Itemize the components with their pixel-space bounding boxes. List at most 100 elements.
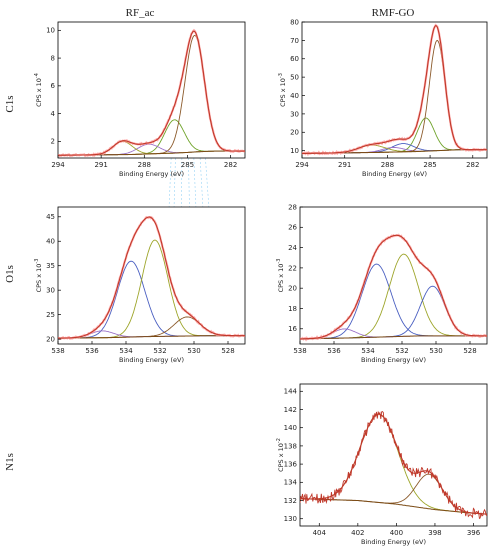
x-tick-label: 400 — [390, 529, 403, 537]
y-tick-label: 4 — [51, 110, 56, 118]
y-tick-label: 70 — [290, 37, 299, 45]
background-curve — [300, 335, 487, 340]
y-axis-exponent: -2 — [276, 438, 282, 443]
x-tick-label: 538 — [51, 347, 64, 355]
y-tick-label: 22 — [288, 264, 297, 272]
panel-c1s-rmf-go: 294 291 288 285 282 10 20 30 40 50 60 70 80 Binding E… — [278, 18, 488, 178]
panel-n1s-rmf-go: 404 402 400 398 396 130 132 134 136 138 140 142 144 B… — [276, 383, 488, 546]
y-tick-label: 10 — [290, 147, 299, 155]
y-axis-label: CPS x 10-3 — [276, 259, 285, 293]
x-tick-label: 530 — [187, 347, 200, 355]
y-tick-label: 8 — [51, 54, 55, 62]
row-label-o1s: O1s — [4, 265, 16, 283]
y-tick-label: 144 — [284, 388, 298, 396]
y-axis-exponent: -3 — [34, 259, 40, 264]
x-axis-label: Binding Energy (eV) — [119, 356, 184, 364]
y-tick-label: 2 — [51, 138, 55, 146]
y-tick-label: 142 — [284, 406, 297, 414]
y-axis-label: CPS x 10-3 — [34, 259, 43, 293]
x-axis-label: Binding Energy (eV) — [119, 170, 184, 178]
y-tick-label: 16 — [288, 325, 297, 333]
x-tick-label: 528 — [463, 347, 476, 355]
x-tick-label: 282 — [224, 161, 237, 169]
plot-frame — [57, 206, 246, 345]
x-tick-label: 538 — [293, 347, 306, 355]
plot-area — [58, 28, 245, 158]
y-tick-label: 30 — [46, 287, 55, 295]
x-tick-label: 285 — [423, 161, 436, 169]
x-tick-label: 291 — [94, 161, 107, 169]
x-tick-label: 396 — [467, 529, 481, 537]
row-label-n1s: N1s — [4, 453, 16, 471]
y-tick-label: 136 — [284, 461, 298, 469]
x-tick-label: 294 — [51, 161, 65, 169]
envelope-fit-curve — [300, 413, 487, 515]
y-tick-label: 25 — [46, 311, 55, 319]
envelope-fit-curve — [300, 234, 487, 340]
y-tick-label: 24 — [288, 244, 297, 252]
y-tick-label: 20 — [290, 129, 299, 137]
background-curve — [58, 335, 245, 339]
envelope-fit-curve — [58, 30, 245, 156]
plot-frame — [301, 21, 488, 159]
y-tick-label: 6 — [51, 82, 56, 90]
envelope-fit-curve — [58, 216, 245, 339]
y-tick-label: 28 — [288, 203, 297, 211]
x-tick-label: 404 — [313, 529, 327, 537]
x-tick-label: 282 — [466, 161, 479, 169]
column-title-rmf-go: RMF-GO — [372, 7, 415, 19]
y-axis-label: CPS x 10-3 — [278, 73, 287, 107]
y-tick-label: 10 — [46, 27, 55, 35]
raw-data-curve — [300, 410, 487, 520]
y-axis-exponent: -3 — [278, 73, 284, 78]
y-tick-label: 45 — [46, 213, 55, 221]
plot-area — [302, 23, 487, 157]
x-tick-label: 288 — [381, 161, 394, 169]
x-tick-label: 530 — [429, 347, 442, 355]
y-tick-label: 60 — [290, 55, 299, 63]
plot-frame — [299, 383, 488, 527]
plot-area — [300, 233, 487, 342]
plot-area — [58, 215, 245, 341]
x-axis-label: Binding Energy (eV) — [361, 538, 426, 546]
plot-area — [300, 410, 487, 520]
y-axis-label: CPS x 10-2 — [276, 438, 285, 472]
y-tick-label: 20 — [46, 336, 55, 344]
x-tick-label: 291 — [338, 161, 351, 169]
panel-o1s-rf-ac: 538 536 534 532 530 528 20 25 30 35 40 45 Binding En… — [34, 206, 246, 364]
y-tick-label: 50 — [290, 74, 299, 82]
y-axis-exponent: -3 — [276, 259, 282, 264]
plot-frame — [57, 21, 246, 159]
y-tick-label: 40 — [46, 238, 55, 246]
y-tick-label: 35 — [46, 262, 55, 270]
y-axis-label: CPS x 10-4 — [34, 73, 43, 107]
x-tick-label: 402 — [351, 529, 364, 537]
y-tick-label: 130 — [284, 515, 297, 523]
column-title-rf-ac: RF_ac — [126, 7, 155, 19]
x-axis-label: Binding Energy (eV) — [361, 356, 426, 364]
y-tick-label: 138 — [284, 442, 297, 450]
panel-o1s-rmf-go: 538 536 534 532 530 528 16 18 20 22 24 26 28 Binding … — [276, 203, 488, 364]
x-tick-label: 534 — [361, 347, 375, 355]
y-tick-label: 134 — [284, 479, 298, 487]
x-tick-label: 294 — [295, 161, 309, 169]
y-tick-label: 140 — [284, 424, 297, 432]
row-label-c1s: C1s — [4, 95, 16, 112]
y-tick-label: 40 — [290, 92, 299, 100]
y-tick-label: 20 — [288, 285, 297, 293]
x-tick-label: 534 — [119, 347, 133, 355]
envelope-fit-curve — [302, 24, 487, 154]
x-tick-label: 536 — [327, 347, 341, 355]
x-tick-label: 532 — [395, 347, 408, 355]
x-tick-label: 398 — [428, 529, 441, 537]
y-tick-label: 80 — [290, 18, 299, 26]
y-axis-exponent: -4 — [34, 73, 40, 78]
x-tick-label: 285 — [181, 161, 194, 169]
x-tick-label: 536 — [85, 347, 99, 355]
y-tick-label: 18 — [288, 305, 297, 313]
y-tick-label: 30 — [290, 110, 299, 118]
x-tick-label: 288 — [138, 161, 151, 169]
y-tick-label: 26 — [288, 224, 297, 232]
y-tick-label: 132 — [284, 497, 297, 505]
x-tick-label: 532 — [153, 347, 166, 355]
